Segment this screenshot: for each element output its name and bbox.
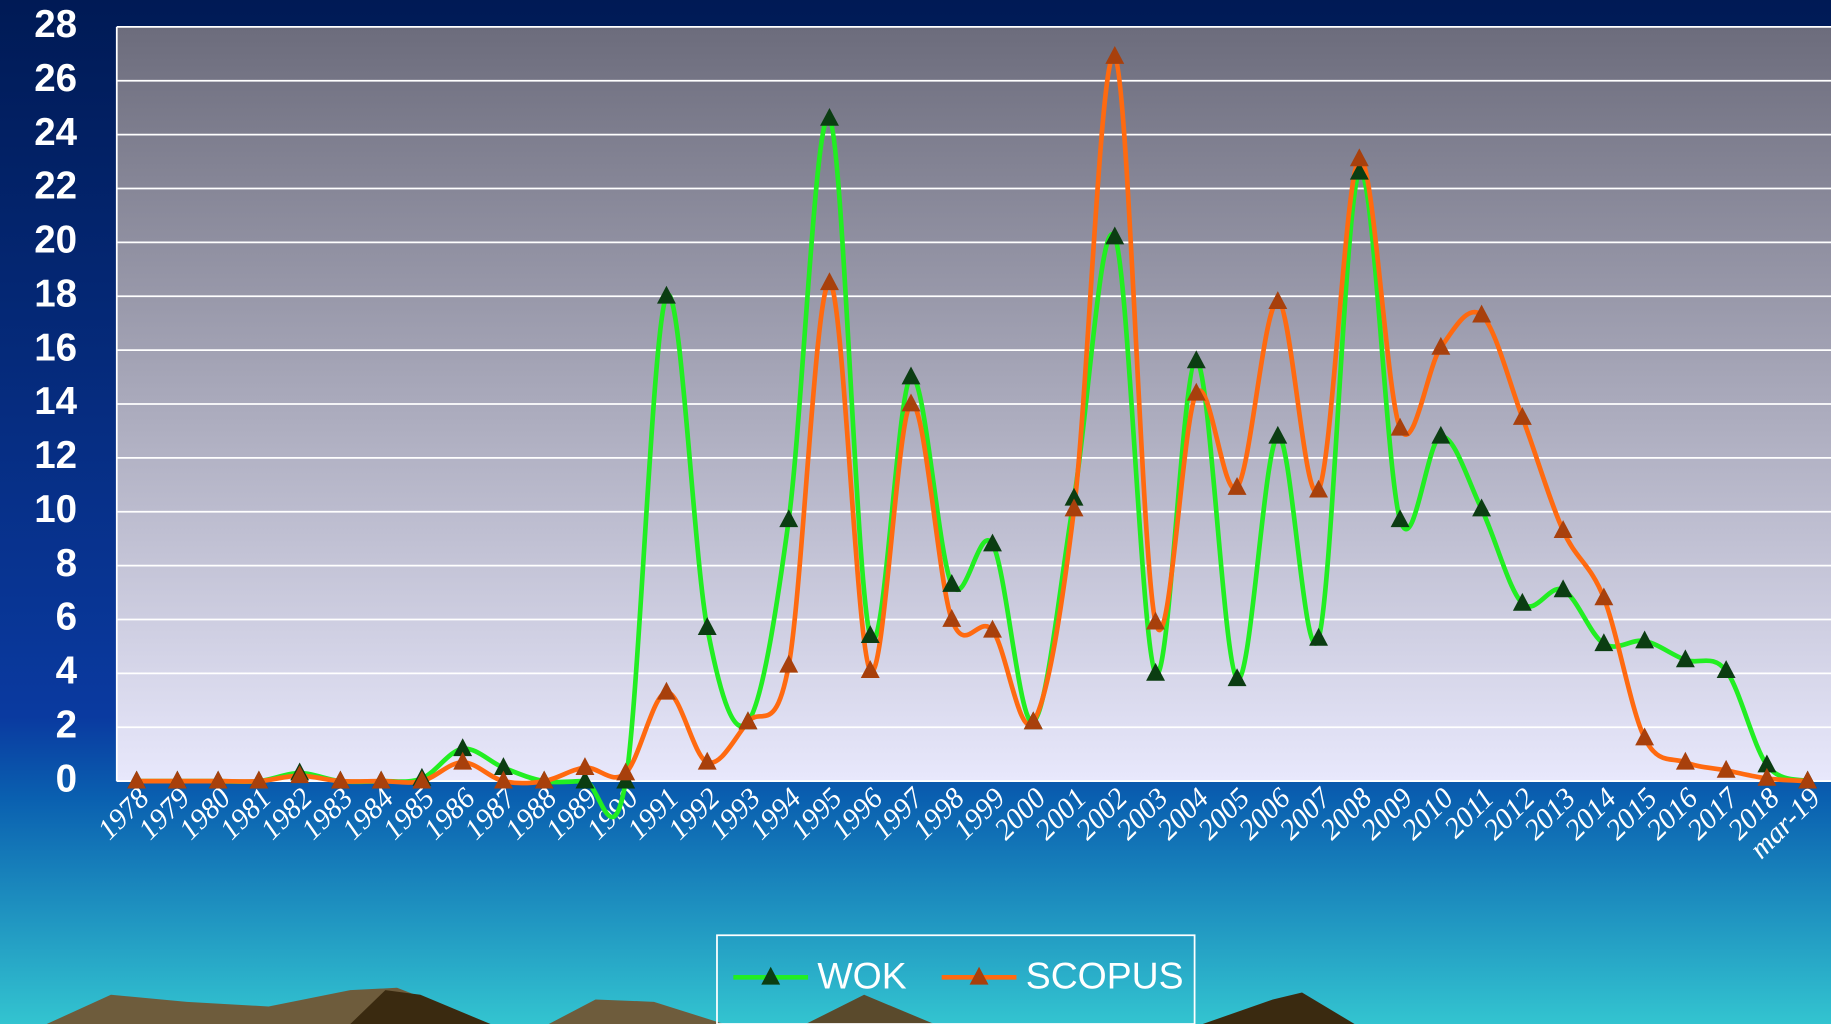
y-tick-label: 10	[34, 488, 77, 531]
y-tick-label: 24	[34, 111, 77, 154]
y-tick-label: 2	[56, 703, 77, 746]
y-tick-label: 8	[56, 542, 77, 585]
y-tick-label: 12	[34, 434, 77, 477]
y-tick-label: 6	[56, 596, 77, 639]
chart: 0246810121416182022242628197819791980198…	[0, 0, 1831, 1024]
y-tick-label: 18	[34, 272, 77, 315]
y-tick-label: 4	[56, 650, 78, 693]
y-tick-label: 20	[34, 219, 77, 262]
legend-label: SCOPUS	[1026, 954, 1184, 996]
y-tick-label: 26	[34, 57, 77, 100]
y-tick-label: 22	[34, 165, 77, 208]
y-tick-label: 0	[56, 757, 77, 800]
y-tick-label: 14	[34, 380, 77, 423]
y-tick-label: 16	[34, 326, 77, 369]
legend-label: WOK	[817, 954, 906, 996]
y-tick-label: 28	[34, 3, 77, 46]
